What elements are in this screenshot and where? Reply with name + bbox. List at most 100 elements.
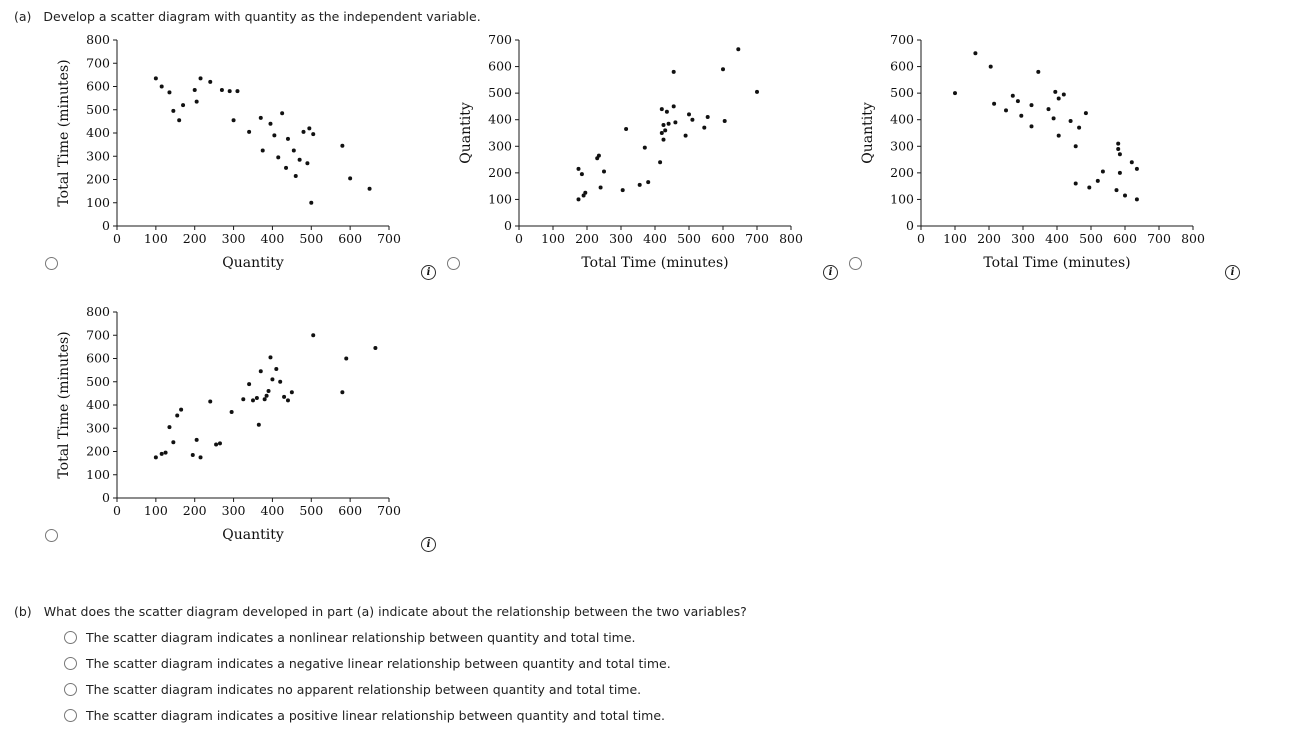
chart-option-4-radio[interactable] bbox=[45, 529, 58, 542]
svg-text:200: 200 bbox=[86, 172, 110, 187]
svg-text:700: 700 bbox=[1147, 231, 1171, 246]
svg-text:400: 400 bbox=[1045, 231, 1069, 246]
svg-text:600: 600 bbox=[86, 79, 110, 94]
part-b-question-line: (b) What does the scatter diagram develo… bbox=[14, 604, 1293, 619]
svg-text:100: 100 bbox=[943, 231, 967, 246]
svg-text:500: 500 bbox=[86, 102, 110, 117]
part-b-option-1: The scatter diagram indicates a nonlinea… bbox=[64, 629, 1293, 645]
svg-text:700: 700 bbox=[745, 231, 769, 246]
svg-text:300: 300 bbox=[222, 503, 246, 518]
svg-text:600: 600 bbox=[1113, 231, 1137, 246]
chart-option-1: 0 100 200 300 400 500 600 700 0 100 200 300 400 500 60… bbox=[40, 26, 442, 284]
svg-text:600: 600 bbox=[86, 351, 110, 366]
svg-text:Total Time (minutes): Total Time (minutes) bbox=[56, 331, 72, 478]
part-b-options: The scatter diagram indicates a nonlinea… bbox=[64, 629, 1293, 723]
svg-text:400: 400 bbox=[488, 112, 512, 127]
svg-text:Quantity: Quantity bbox=[222, 255, 284, 271]
svg-text:300: 300 bbox=[86, 420, 110, 435]
svg-text:400: 400 bbox=[643, 231, 667, 246]
svg-text:700: 700 bbox=[86, 327, 110, 342]
svg-text:300: 300 bbox=[890, 138, 914, 153]
svg-text:0: 0 bbox=[917, 231, 925, 246]
svg-text:Quantity: Quantity bbox=[860, 102, 876, 164]
part-a-label: (a) bbox=[14, 9, 32, 24]
chart-option-1-radio[interactable] bbox=[45, 257, 58, 270]
chart-option-3-radio[interactable] bbox=[849, 257, 862, 270]
part-b-option-1-radio[interactable] bbox=[64, 630, 77, 644]
svg-text:300: 300 bbox=[488, 138, 512, 153]
chart-option-2-radio[interactable] bbox=[447, 257, 460, 270]
svg-text:500: 500 bbox=[299, 231, 323, 246]
svg-text:500: 500 bbox=[890, 85, 914, 100]
part-b-option-4-radio[interactable] bbox=[64, 708, 77, 722]
svg-text:800: 800 bbox=[86, 32, 110, 47]
info-icon[interactable]: i bbox=[421, 537, 436, 552]
svg-text:200: 200 bbox=[86, 444, 110, 459]
svg-text:600: 600 bbox=[338, 231, 362, 246]
svg-text:600: 600 bbox=[488, 59, 512, 74]
svg-text:500: 500 bbox=[1079, 231, 1103, 246]
svg-text:800: 800 bbox=[1181, 231, 1205, 246]
svg-text:Quantity: Quantity bbox=[458, 102, 474, 164]
svg-text:0: 0 bbox=[102, 218, 110, 233]
part-b-option-3: The scatter diagram indicates no apparen… bbox=[64, 681, 1293, 697]
svg-text:500: 500 bbox=[488, 85, 512, 100]
svg-text:600: 600 bbox=[890, 59, 914, 74]
svg-text:100: 100 bbox=[541, 231, 565, 246]
svg-text:300: 300 bbox=[86, 148, 110, 163]
svg-text:200: 200 bbox=[183, 503, 207, 518]
svg-text:700: 700 bbox=[488, 32, 512, 47]
svg-text:0: 0 bbox=[504, 218, 512, 233]
svg-text:200: 200 bbox=[575, 231, 599, 246]
part-b-question: What does the scatter diagram developed … bbox=[43, 604, 747, 619]
svg-text:500: 500 bbox=[677, 231, 701, 246]
svg-text:0: 0 bbox=[102, 490, 110, 505]
part-b-option-1-label: The scatter diagram indicates a nonlinea… bbox=[86, 629, 636, 645]
part-b-option-2-radio[interactable] bbox=[64, 656, 77, 670]
svg-text:0: 0 bbox=[113, 503, 121, 518]
svg-text:100: 100 bbox=[144, 503, 168, 518]
svg-text:800: 800 bbox=[86, 304, 110, 319]
svg-text:700: 700 bbox=[377, 231, 401, 246]
svg-text:200: 200 bbox=[183, 231, 207, 246]
part-b-option-3-label: The scatter diagram indicates no apparen… bbox=[86, 681, 642, 697]
svg-text:Quantity: Quantity bbox=[222, 527, 284, 543]
svg-text:800: 800 bbox=[779, 231, 803, 246]
scatter-plot-1: 0 100 200 300 400 500 600 700 0 100 200 300 400 500 60… bbox=[56, 32, 401, 271]
svg-text:500: 500 bbox=[299, 503, 323, 518]
chart-option-3: 0 100 200 300 400 500 600 700 800 0 100 200 300 400 50… bbox=[844, 26, 1246, 284]
svg-text:400: 400 bbox=[260, 503, 284, 518]
chart-option-4: 0 100 200 300 400 500 600 700 0 100 200 300 400 500 60… bbox=[40, 298, 442, 556]
svg-text:Total Time (minutes): Total Time (minutes) bbox=[581, 255, 728, 271]
charts-row-bottom: 0 100 200 300 400 500 600 700 0 100 200 300 400 500 60… bbox=[40, 298, 1293, 556]
part-b-option-2: The scatter diagram indicates a negative… bbox=[64, 655, 1293, 671]
svg-text:100: 100 bbox=[890, 191, 914, 206]
info-icon[interactable]: i bbox=[823, 265, 838, 280]
chart-option-2: 0 100 200 300 400 500 600 700 800 0 100 200 300 400 50… bbox=[442, 26, 844, 284]
svg-text:300: 300 bbox=[1011, 231, 1035, 246]
svg-text:100: 100 bbox=[488, 191, 512, 206]
svg-text:400: 400 bbox=[260, 231, 284, 246]
svg-text:600: 600 bbox=[711, 231, 735, 246]
svg-text:700: 700 bbox=[86, 55, 110, 70]
svg-text:300: 300 bbox=[222, 231, 246, 246]
charts-row-top: 0 100 200 300 400 500 600 700 0 100 200 300 400 500 60… bbox=[40, 26, 1293, 284]
part-b-option-4-label: The scatter diagram indicates a positive… bbox=[86, 707, 666, 723]
scatter-plot-4: 0 100 200 300 400 500 600 700 0 100 200 300 400 500 60… bbox=[56, 304, 401, 543]
svg-text:400: 400 bbox=[86, 397, 110, 412]
part-b-option-3-radio[interactable] bbox=[64, 682, 77, 696]
svg-text:200: 200 bbox=[977, 231, 1001, 246]
svg-text:500: 500 bbox=[86, 374, 110, 389]
svg-text:Total Time (minutes): Total Time (minutes) bbox=[56, 59, 72, 206]
info-icon[interactable]: i bbox=[1225, 265, 1240, 280]
scatter-plot-3: 0 100 200 300 400 500 600 700 800 0 100 200 300 400 50… bbox=[860, 32, 1205, 271]
svg-text:400: 400 bbox=[890, 112, 914, 127]
part-a-question: Develop a scatter diagram with quantity … bbox=[43, 9, 481, 24]
part-b-label: (b) bbox=[14, 604, 32, 619]
svg-text:0: 0 bbox=[113, 231, 121, 246]
svg-text:0: 0 bbox=[515, 231, 523, 246]
info-icon[interactable]: i bbox=[421, 265, 436, 280]
part-b-option-2-label: The scatter diagram indicates a negative… bbox=[86, 655, 671, 671]
svg-text:100: 100 bbox=[144, 231, 168, 246]
svg-text:0: 0 bbox=[906, 218, 914, 233]
